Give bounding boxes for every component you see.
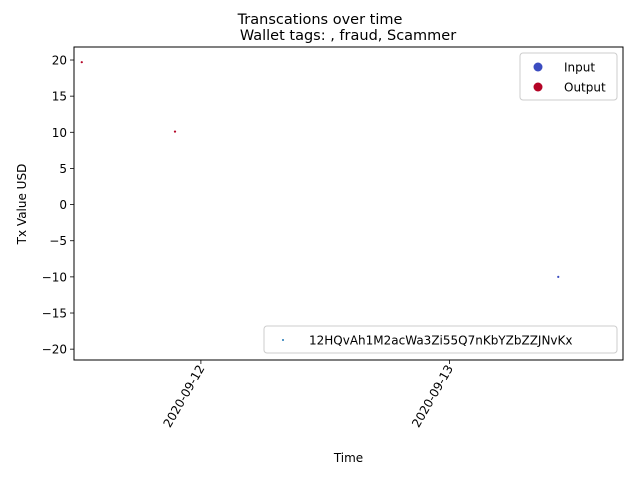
y-tick-label: −15 bbox=[42, 307, 67, 321]
series-legend-box bbox=[263, 325, 618, 354]
y-axis: 20 15 10 5 0 −5 −10 −15 −20 bbox=[42, 54, 74, 357]
plot-area bbox=[73, 46, 624, 361]
x-axis-label: Time bbox=[333, 451, 363, 465]
chart-suptitle: Transcations over time bbox=[237, 12, 403, 28]
color-legend: Input Output bbox=[519, 52, 618, 101]
series-legend-marker bbox=[282, 339, 284, 341]
data-point bbox=[80, 61, 83, 64]
legend-marker-input bbox=[533, 62, 543, 72]
x-tick-label: 2020-09-12 bbox=[160, 363, 207, 430]
legend-marker-output bbox=[533, 82, 543, 92]
y-tick-label: −5 bbox=[49, 234, 67, 248]
data-point bbox=[557, 275, 560, 278]
y-tick-label: 20 bbox=[52, 54, 67, 68]
y-tick-label: −10 bbox=[42, 270, 67, 284]
data-point bbox=[173, 130, 177, 133]
series-legend-label: 12HQvAh1M2acWa3Zi55Q7nKbYZbZZJNvKx bbox=[309, 334, 573, 348]
y-tick-label: 10 bbox=[52, 126, 67, 140]
legend-label-output: Output bbox=[564, 81, 606, 95]
x-tick-label: 2020-09-13 bbox=[409, 363, 456, 430]
y-axis-label: Tx Value USD bbox=[15, 164, 29, 246]
chart-title: Wallet tags: , fraud, Scammer bbox=[240, 28, 456, 44]
y-tick-label: 0 bbox=[59, 198, 67, 212]
y-tick-label: 15 bbox=[52, 90, 67, 104]
data-points bbox=[80, 61, 560, 278]
y-tick-label: −20 bbox=[42, 343, 67, 357]
color-legend-box bbox=[519, 52, 618, 101]
x-axis: 2020-09-12 2020-09-13 bbox=[160, 360, 456, 430]
plot-frame bbox=[73, 46, 624, 361]
legend-label-input: Input bbox=[564, 61, 595, 75]
y-tick-label: 5 bbox=[59, 162, 67, 176]
series-legend: 12HQvAh1M2acWa3Zi55Q7nKbYZbZZJNvKx bbox=[263, 325, 618, 354]
